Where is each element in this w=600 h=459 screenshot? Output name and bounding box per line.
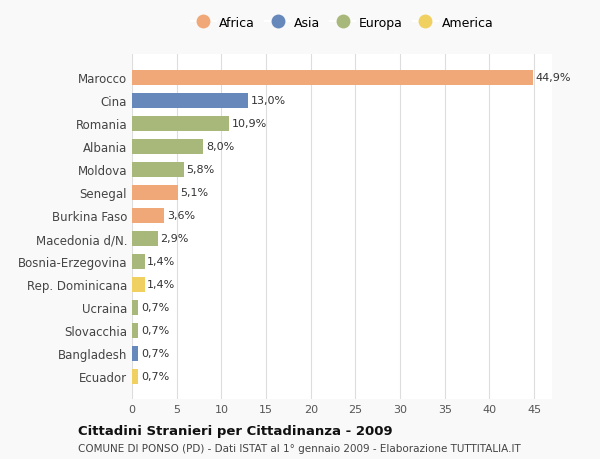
Text: 0,7%: 0,7% — [141, 325, 169, 336]
Bar — [132, 94, 248, 109]
Text: 1,4%: 1,4% — [147, 280, 175, 290]
Bar — [132, 162, 184, 177]
Bar — [132, 208, 164, 223]
Bar — [132, 231, 158, 246]
Bar — [132, 277, 145, 292]
Bar — [132, 254, 145, 269]
Text: 2,9%: 2,9% — [161, 234, 189, 244]
Text: 8,0%: 8,0% — [206, 142, 235, 152]
Text: 0,7%: 0,7% — [141, 302, 169, 313]
Text: 0,7%: 0,7% — [141, 348, 169, 358]
Text: 3,6%: 3,6% — [167, 211, 195, 221]
Text: 0,7%: 0,7% — [141, 371, 169, 381]
Text: 10,9%: 10,9% — [232, 119, 268, 129]
Bar — [132, 117, 229, 131]
Text: 13,0%: 13,0% — [251, 96, 286, 106]
Text: 44,9%: 44,9% — [536, 73, 571, 83]
Text: Cittadini Stranieri per Cittadinanza - 2009: Cittadini Stranieri per Cittadinanza - 2… — [78, 424, 392, 437]
Text: 1,4%: 1,4% — [147, 257, 175, 267]
Bar — [132, 140, 203, 154]
Bar — [132, 346, 138, 361]
Bar — [132, 369, 138, 384]
Bar — [132, 185, 178, 200]
Bar — [132, 323, 138, 338]
Bar — [132, 71, 533, 86]
Bar — [132, 300, 138, 315]
Text: 5,8%: 5,8% — [187, 165, 215, 175]
Text: 5,1%: 5,1% — [180, 188, 208, 198]
Text: COMUNE DI PONSO (PD) - Dati ISTAT al 1° gennaio 2009 - Elaborazione TUTTITALIA.I: COMUNE DI PONSO (PD) - Dati ISTAT al 1° … — [78, 443, 521, 453]
Legend: Africa, Asia, Europa, America: Africa, Asia, Europa, America — [191, 17, 493, 29]
